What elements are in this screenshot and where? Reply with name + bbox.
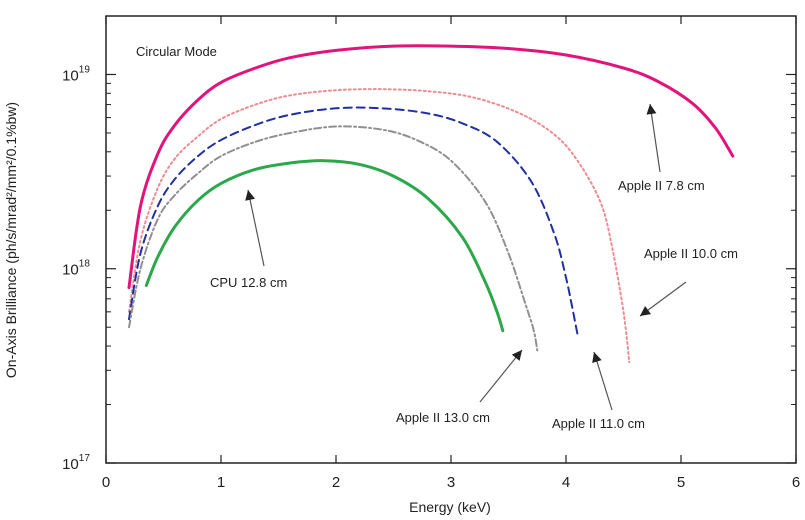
annotation-arrowhead	[592, 352, 602, 363]
series-line-3	[128, 106, 579, 336]
mode-label: Circular Mode	[136, 44, 217, 59]
x-tick-label: 4	[562, 474, 570, 491]
plot-frame	[105, 15, 797, 464]
annotation-label: Apple II 11.0 cm	[552, 416, 645, 431]
y-tick-label: 1017	[62, 453, 90, 473]
annotation-arrowhead	[646, 104, 657, 115]
x-tick-label: 2	[332, 474, 340, 491]
x-axis-label: Energy (keV)	[409, 499, 491, 515]
series-line-4	[128, 125, 539, 352]
annotation-arrow-line	[479, 349, 523, 403]
y-axis-label: On-Axis Brilliance (ph/s/mrad²/mm²/0.1%b…	[3, 102, 19, 378]
x-tick-label: 1	[217, 474, 225, 491]
annotation-arrow-line	[649, 103, 661, 173]
x-tick-label: 0	[102, 474, 110, 491]
x-tick-label: 5	[677, 474, 685, 491]
annotation-arrow-line	[593, 351, 613, 411]
annotation-label: Apple II 7.8 cm	[618, 178, 705, 193]
series-line-2	[128, 88, 631, 364]
y-tick-label: 1019	[62, 64, 90, 84]
annotation-label: CPU 12.8 cm	[210, 275, 287, 290]
annotation-label: Apple II 13.0 cm	[396, 410, 490, 425]
annotation-arrowhead	[511, 350, 522, 361]
annotation-label: Apple II 10.0 cm	[644, 246, 738, 261]
annotation-arrowhead	[245, 190, 255, 201]
series-line-5	[144, 159, 505, 333]
y-tick-label: 1018	[62, 259, 90, 279]
annotation-arrowhead	[640, 306, 651, 316]
x-tick-label: 3	[447, 474, 455, 491]
series-line-1	[127, 44, 735, 290]
x-tick-label: 6	[792, 474, 800, 491]
annotation-arrow-line	[247, 189, 265, 267]
